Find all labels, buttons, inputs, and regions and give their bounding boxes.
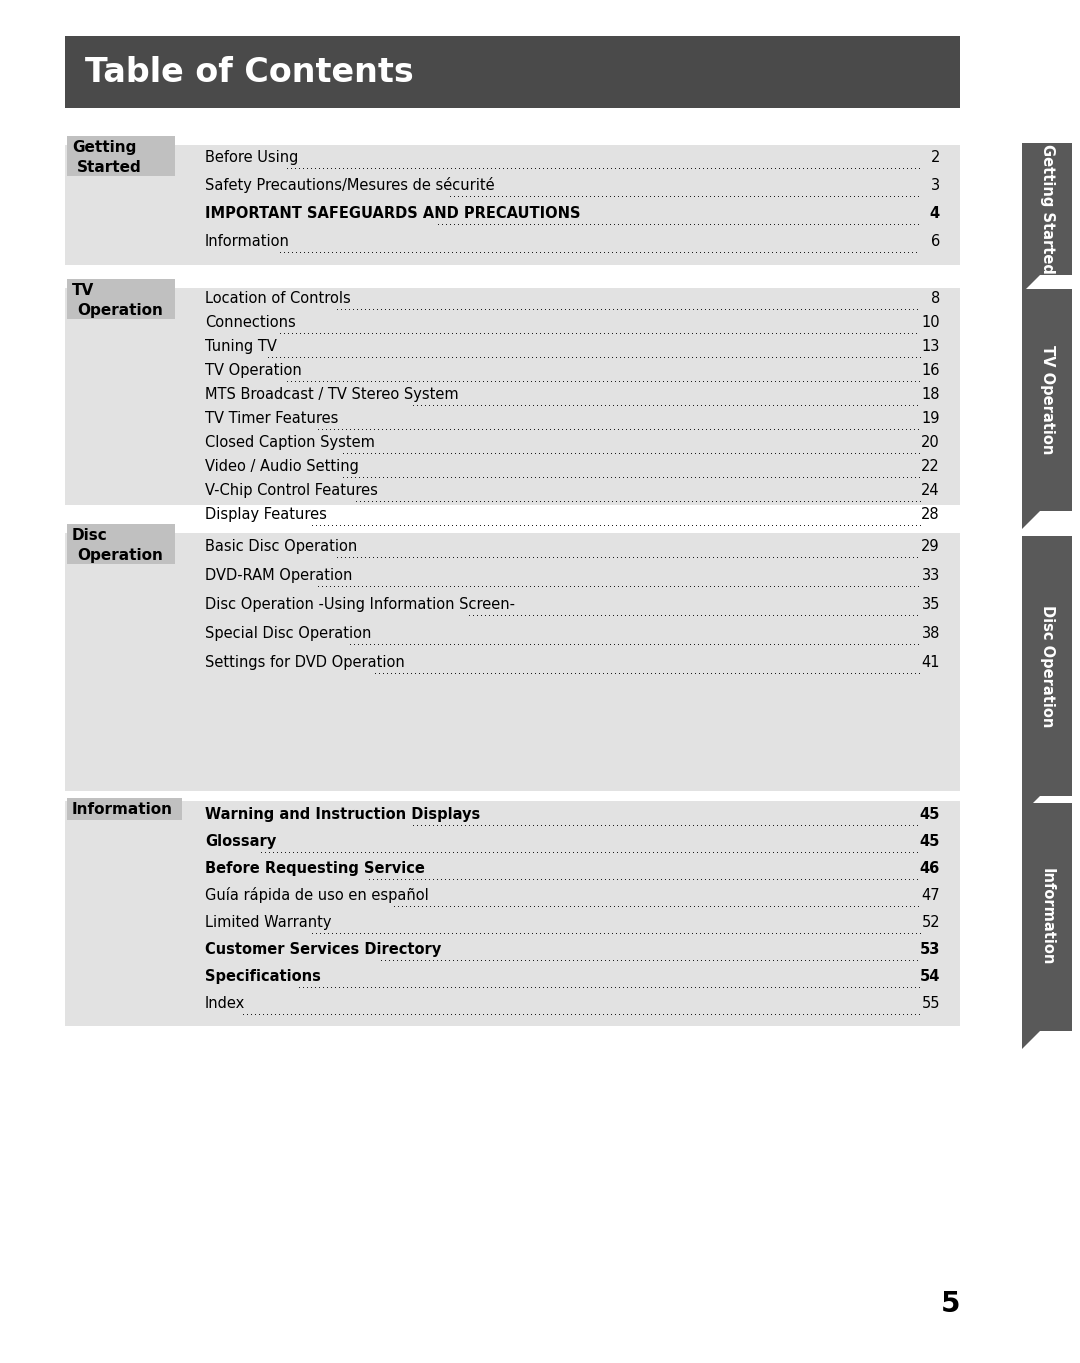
Text: 5: 5 xyxy=(941,1289,960,1318)
Bar xyxy=(65,533,960,791)
Bar xyxy=(1022,536,1072,796)
Polygon shape xyxy=(1022,511,1040,529)
Text: 38: 38 xyxy=(921,626,940,641)
Text: 22: 22 xyxy=(921,459,940,474)
Text: Information: Information xyxy=(1039,868,1054,966)
Text: 47: 47 xyxy=(921,889,940,904)
Text: Guía rápida de uso en español: Guía rápida de uso en español xyxy=(205,887,429,904)
Bar xyxy=(65,144,960,264)
Text: Index: Index xyxy=(205,996,245,1011)
Bar xyxy=(1022,143,1072,275)
Text: Warning and Instruction Displays: Warning and Instruction Displays xyxy=(205,807,481,822)
Text: Glossary: Glossary xyxy=(205,834,276,849)
Text: Disc Operation: Disc Operation xyxy=(1039,605,1054,728)
Text: Specifications: Specifications xyxy=(205,969,321,984)
Text: Operation: Operation xyxy=(77,303,163,318)
Text: TV Timer Features: TV Timer Features xyxy=(205,412,338,427)
Text: 24: 24 xyxy=(921,483,940,497)
Text: 41: 41 xyxy=(921,656,940,671)
Text: Table of Contents: Table of Contents xyxy=(85,56,414,89)
Polygon shape xyxy=(1022,275,1040,293)
Text: 53: 53 xyxy=(920,942,940,957)
Text: Customer Services Directory: Customer Services Directory xyxy=(205,942,442,957)
Bar xyxy=(65,801,960,1026)
Text: DVD-RAM Operation: DVD-RAM Operation xyxy=(205,568,352,583)
Bar xyxy=(67,136,175,176)
Text: 54: 54 xyxy=(920,969,940,984)
Text: 28: 28 xyxy=(921,507,940,522)
Text: Safety Precautions/Mesures de sécurité: Safety Precautions/Mesures de sécurité xyxy=(205,177,495,194)
Text: TV Operation: TV Operation xyxy=(205,363,301,378)
Bar xyxy=(65,288,960,506)
Text: Display Features: Display Features xyxy=(205,507,327,522)
Text: 10: 10 xyxy=(921,315,940,330)
Text: IMPORTANT SAFEGUARDS AND PRECAUTIONS: IMPORTANT SAFEGUARDS AND PRECAUTIONS xyxy=(205,206,581,221)
Polygon shape xyxy=(1022,1030,1040,1050)
Text: Special Disc Operation: Special Disc Operation xyxy=(205,626,372,641)
Text: 29: 29 xyxy=(921,538,940,553)
Bar xyxy=(1022,803,1072,1030)
Text: V-Chip Control Features: V-Chip Control Features xyxy=(205,483,378,497)
Text: Location of Controls: Location of Controls xyxy=(205,290,351,307)
Text: 46: 46 xyxy=(920,861,940,876)
Text: Information: Information xyxy=(205,234,289,249)
Text: 45: 45 xyxy=(920,807,940,822)
Bar xyxy=(67,279,175,319)
Text: 13: 13 xyxy=(921,339,940,354)
Text: Closed Caption System: Closed Caption System xyxy=(205,435,375,450)
Text: Started: Started xyxy=(77,159,141,174)
Text: Before Requesting Service: Before Requesting Service xyxy=(205,861,424,876)
Text: 20: 20 xyxy=(921,435,940,450)
Text: Disc Operation -Using Information Screen-: Disc Operation -Using Information Screen… xyxy=(205,597,515,612)
Text: 35: 35 xyxy=(921,597,940,612)
Text: 52: 52 xyxy=(921,915,940,930)
Text: 4: 4 xyxy=(930,206,940,221)
Text: 16: 16 xyxy=(921,363,940,378)
Text: Basic Disc Operation: Basic Disc Operation xyxy=(205,538,357,553)
Text: Getting: Getting xyxy=(72,140,136,155)
Text: Information: Information xyxy=(72,801,173,816)
Text: Connections: Connections xyxy=(205,315,296,330)
Text: 2: 2 xyxy=(931,150,940,165)
Text: Disc: Disc xyxy=(72,527,108,542)
Text: 19: 19 xyxy=(921,412,940,427)
Text: MTS Broadcast / TV Stereo System: MTS Broadcast / TV Stereo System xyxy=(205,387,459,402)
Text: 55: 55 xyxy=(921,996,940,1011)
Text: TV: TV xyxy=(72,284,94,298)
Text: Video / Audio Setting: Video / Audio Setting xyxy=(205,459,359,474)
Text: Operation: Operation xyxy=(77,548,163,563)
Text: 8: 8 xyxy=(931,290,940,307)
Text: TV Operation: TV Operation xyxy=(1039,345,1054,455)
Text: Settings for DVD Operation: Settings for DVD Operation xyxy=(205,656,405,671)
Bar xyxy=(1022,289,1072,511)
Text: Before Using: Before Using xyxy=(205,150,298,165)
Bar xyxy=(67,797,183,821)
Text: 33: 33 xyxy=(921,568,940,583)
Text: 6: 6 xyxy=(931,234,940,249)
Text: Tuning TV: Tuning TV xyxy=(205,339,276,354)
Text: 3: 3 xyxy=(931,179,940,194)
Text: 45: 45 xyxy=(920,834,940,849)
Text: Limited Warranty: Limited Warranty xyxy=(205,915,332,930)
Text: Getting Started: Getting Started xyxy=(1039,144,1054,274)
Text: 18: 18 xyxy=(921,387,940,402)
Polygon shape xyxy=(1022,796,1040,814)
Bar xyxy=(67,523,175,564)
Bar xyxy=(65,35,960,108)
